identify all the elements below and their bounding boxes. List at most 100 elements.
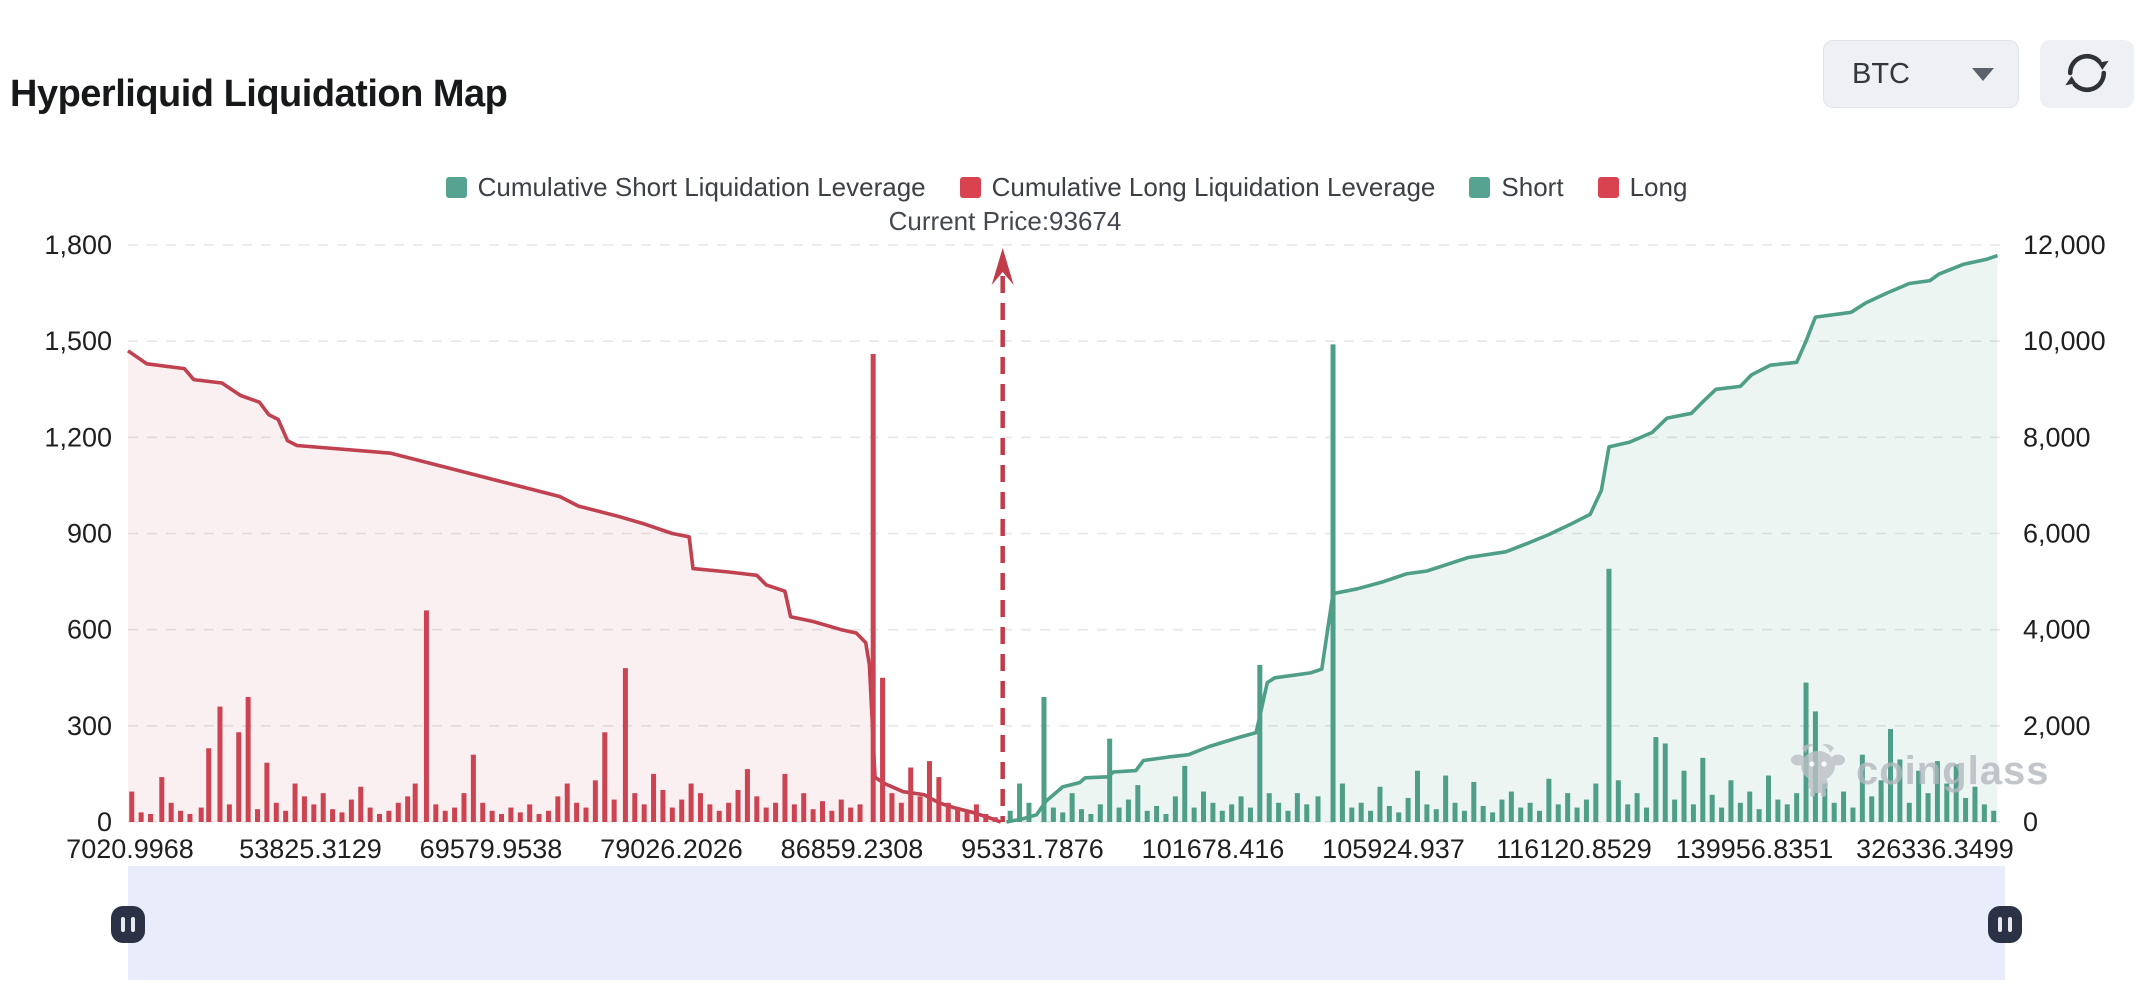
long-liquidation-bar xyxy=(545,810,551,822)
page-title: Hyperliquid Liquidation Map xyxy=(10,73,508,116)
long-liquidation-bar xyxy=(226,804,232,822)
short-liquidation-bar xyxy=(1201,791,1207,822)
short-liquidation-bar xyxy=(1906,802,1912,822)
cumulative-long-line xyxy=(126,349,1002,824)
chevron-down-icon xyxy=(1972,67,1994,81)
long-liquidation-bar xyxy=(688,783,694,822)
short-liquidation-bar xyxy=(1972,786,1978,822)
short-liquidation-bar xyxy=(1784,804,1790,822)
long-liquidation-bar xyxy=(527,804,533,822)
x-tick: 86859.2308 xyxy=(781,834,924,864)
long-liquidation-bar xyxy=(423,610,429,822)
long-liquidation-bar xyxy=(848,807,854,822)
long-liquidation-bar xyxy=(339,812,345,822)
symbol-select[interactable]: BTC xyxy=(1823,40,2019,108)
short-liquidation-bar xyxy=(1831,802,1837,822)
long-liquidation-bar xyxy=(707,804,713,822)
refresh-button[interactable] xyxy=(2040,40,2134,108)
long-liquidation-bar xyxy=(880,677,886,822)
long-liquidation-bar xyxy=(555,796,561,822)
short-liquidation-bar xyxy=(1461,810,1467,822)
long-liquidation-bar xyxy=(983,813,989,822)
short-liquidation-bar xyxy=(1527,802,1533,822)
short-liquidation-bar xyxy=(1981,804,1987,822)
long-liquidation-bar xyxy=(217,706,223,822)
short-liquidation-bar xyxy=(1163,813,1169,822)
x-tick: 116120.8529 xyxy=(1496,834,1652,864)
short-liquidation-bar xyxy=(1555,804,1561,822)
long-liquidation-bar xyxy=(311,804,317,822)
slider-left-handle[interactable] xyxy=(111,906,145,943)
legend-item-2[interactable]: Short xyxy=(1469,172,1564,203)
chart-legend: Cumulative Short Liquidation Leverage Cum… xyxy=(128,172,2005,203)
x-tick: 79026.2026 xyxy=(600,834,743,864)
short-liquidation-bar xyxy=(1681,770,1687,822)
long-liquidation-bar xyxy=(470,754,476,822)
long-liquidation-bar xyxy=(358,786,364,822)
zoom-range-slider[interactable] xyxy=(111,866,2022,980)
short-liquidation-bar xyxy=(1803,682,1809,822)
long-liquidation-bar xyxy=(679,799,685,822)
long-liquidation-bar xyxy=(452,807,458,822)
long-liquidation-bar xyxy=(964,812,970,822)
short-liquidation-bar xyxy=(1841,791,1847,822)
short-liquidation-bar xyxy=(1812,711,1818,822)
legend-label: Cumulative Short Liquidation Leverage xyxy=(477,172,926,202)
long-liquidation-bar xyxy=(129,791,135,822)
short-liquidation-bar xyxy=(1007,810,1013,822)
short-liquidation-bar xyxy=(1368,810,1374,822)
x-tick: 95331.7876 xyxy=(961,834,1104,864)
legend-item-1[interactable]: Cumulative Long Liquidation Leverage xyxy=(959,172,1435,203)
short-liquidation-bar xyxy=(1097,804,1103,822)
long-liquidation-bar xyxy=(138,812,144,822)
long-liquidation-bar xyxy=(264,762,270,822)
long-liquidation-bar xyxy=(461,793,467,822)
legend-item-3[interactable]: Long xyxy=(1597,172,1687,203)
short-liquidation-bar xyxy=(1026,802,1032,822)
short-liquidation-bar xyxy=(1443,775,1449,822)
short-liquidation-bar xyxy=(1471,781,1477,822)
short-liquidation-bar xyxy=(1294,793,1300,822)
short-liquidation-bar xyxy=(1672,799,1678,822)
y-left-tick: 600 xyxy=(67,615,112,645)
long-liquidation-bar xyxy=(744,769,750,822)
short-liquidation-bar xyxy=(1405,797,1411,822)
long-liquidation-bar xyxy=(198,807,204,822)
long-liquidation-bar xyxy=(206,748,212,822)
current-price-label: Current Price:93674 xyxy=(888,206,1122,236)
long-liquidation-bar xyxy=(632,793,638,822)
short-liquidation-bar xyxy=(1934,761,1940,822)
y-right-tick: 6,000 xyxy=(2023,519,2091,549)
legend-label: Short xyxy=(1501,172,1564,202)
short-liquidation-bar xyxy=(1794,793,1800,822)
y-right-tick: 2,000 xyxy=(2023,711,2091,741)
long-liquidation-bar xyxy=(622,668,628,822)
short-liquidation-bar xyxy=(1144,810,1150,822)
long-liquidation-bar xyxy=(283,810,289,822)
long-liquidation-bar xyxy=(536,813,542,822)
short-liquidation-bar xyxy=(1480,805,1486,822)
short-liquidation-bar xyxy=(1963,797,1969,822)
long-liquidation-bar xyxy=(870,353,876,822)
short-liquidation-bar xyxy=(1634,793,1640,822)
long-liquidation-bar xyxy=(148,813,154,822)
slider-right-handle[interactable] xyxy=(1988,906,2022,943)
long-liquidation-bar xyxy=(292,783,298,822)
short-liquidation-bar xyxy=(1414,770,1420,822)
short-liquidation-bar xyxy=(1625,804,1631,822)
long-liquidation-bar xyxy=(574,802,580,822)
short-liquidation-bar xyxy=(1546,778,1552,822)
long-liquidation-bar xyxy=(489,810,495,822)
long-liquidation-bar xyxy=(829,810,835,822)
x-tick: 101678.416 xyxy=(1142,834,1285,864)
long-liquidation-bar xyxy=(377,813,383,822)
short-liquidation-bar xyxy=(1247,807,1253,822)
short-liquidation-bar xyxy=(1490,812,1496,822)
short-liquidation-bar xyxy=(1916,770,1922,822)
short-liquidation-bar xyxy=(1424,804,1430,822)
long-liquidation-bar xyxy=(386,810,392,822)
long-liquidation-bar xyxy=(178,810,184,822)
legend-item-0[interactable]: Cumulative Short Liquidation Leverage xyxy=(445,172,926,203)
long-liquidation-bar xyxy=(782,773,788,822)
short-liquidation-bar xyxy=(1728,780,1734,822)
